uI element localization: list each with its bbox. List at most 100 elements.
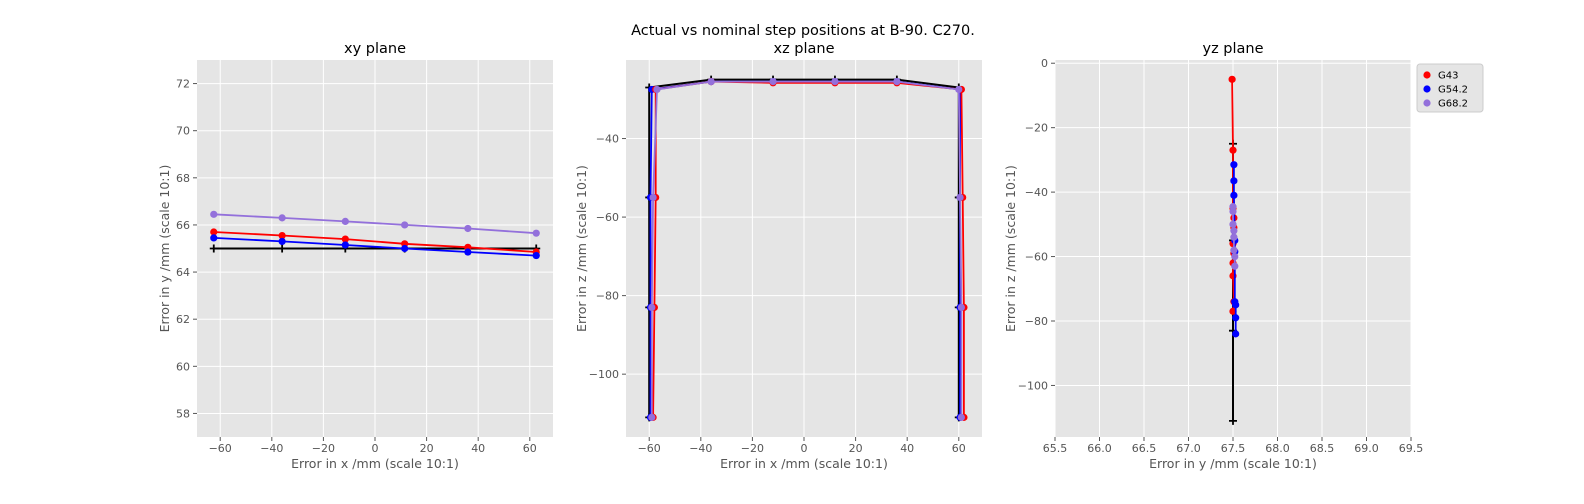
series-g54-2 (210, 234, 540, 260)
x-axis-label: Error in y /mm (scale 10:1) (1149, 456, 1317, 471)
legend-box (1416, 63, 1484, 113)
data-layer (645, 75, 968, 422)
series-g68-2-point (649, 193, 657, 202)
x-tick-label: 66.0 (1087, 442, 1112, 455)
series-g54-2-line (213, 237, 537, 257)
panel-title: xy plane (344, 41, 406, 57)
x-tick-label: −60 (638, 442, 661, 455)
series-g43-point (210, 228, 218, 236)
series-g68-2-point (1231, 262, 1239, 270)
series-g43-point (1228, 75, 1236, 83)
series-nominal-line (648, 78, 960, 418)
y-tick-label: 66 (176, 219, 190, 232)
x-tick-label: −60 (209, 442, 232, 455)
data-layer (1228, 75, 1240, 425)
y-tick-label: −40 (1025, 186, 1048, 199)
series-g68-2-point (1230, 233, 1238, 241)
series-g68-2 (648, 77, 965, 421)
x-tick-label: 69.5 (1399, 442, 1424, 455)
x-axis-label: Error in x /mm (scale 10:1) (291, 456, 459, 471)
series-g68-2-line (213, 213, 537, 235)
y-tick-label: 68 (176, 172, 190, 185)
series-g68-2-point (648, 413, 656, 421)
legend: G43 G54.2 G68.2 (1416, 63, 1484, 113)
x-tick-label: 66.5 (1132, 442, 1157, 455)
series-g68-2-point (464, 224, 472, 233)
series-g54-2-point (464, 248, 472, 256)
y-tick-label: 0 (1041, 57, 1048, 70)
y-tick-label: −60 (596, 211, 619, 224)
series-g43-line (213, 231, 537, 253)
yz-plane-plot: 65.5 66.0 66.5 67.0 67.5 68.0 68.5 69.0 69.5 0 −20… (1003, 41, 1423, 471)
series-g54-2-point (1232, 301, 1240, 309)
series-g54-2-point (401, 244, 409, 253)
series-g68-2-point (401, 221, 409, 229)
series-g54-2-point (1232, 330, 1240, 338)
series-g68-2-point (955, 85, 963, 94)
series-g68-2-point (1231, 252, 1239, 261)
y-tick-label: 60 (176, 360, 190, 373)
series-g43-line (652, 80, 965, 418)
series-g68-2-line (650, 80, 963, 418)
legend-label: G43 (1438, 71, 1458, 82)
series-g68-2-point (341, 217, 349, 226)
series-g68-2 (210, 210, 540, 237)
y-tick-label: −80 (596, 290, 619, 303)
x-tick-label: 0 (372, 442, 379, 455)
y-tick-label: 70 (176, 125, 190, 138)
x-tick-label: −40 (689, 442, 712, 455)
x-tick-label: 20 (420, 442, 434, 455)
series-g68-2-point (1229, 207, 1237, 216)
y-tick-label: 64 (176, 266, 190, 279)
series-g54-2-point (278, 237, 286, 246)
series-g43-point (341, 235, 349, 243)
figure-title: Actual vs nominal step positions at B-90… (631, 23, 975, 39)
series-g54-2-point (341, 241, 349, 249)
x-tick-label: 68.5 (1310, 442, 1335, 455)
series-g54-2-point (210, 234, 218, 242)
x-tick-label: 67.0 (1176, 442, 1201, 455)
y-tick-label: −80 (1025, 315, 1048, 328)
series-g68-2-point (957, 413, 965, 421)
y-tick-label: −60 (1025, 251, 1048, 264)
nominal-point (278, 244, 287, 253)
series-g68-2 (1229, 203, 1239, 270)
series-g68-2-point (957, 303, 965, 312)
x-tick-label: 20 (849, 442, 863, 455)
series-g54-2-point (1230, 191, 1238, 199)
nominal-point (209, 244, 218, 253)
series-g68-2-point (893, 77, 901, 86)
y-tick-label: 58 (176, 407, 190, 420)
x-tick-label: 40 (471, 442, 485, 455)
legend-label: G54.2 (1438, 85, 1468, 96)
legend-label: G68.2 (1438, 99, 1468, 110)
y-tick-label: −100 (589, 368, 619, 381)
legend-marker (1423, 71, 1431, 79)
nominal-point (1229, 416, 1237, 425)
series-g68-2-point (707, 77, 715, 86)
series-g54-2-point (1230, 161, 1238, 169)
x-tick-label: −40 (260, 442, 283, 455)
series-g68-2-point (831, 77, 839, 86)
series-g68-2-point (956, 193, 964, 202)
x-tick-label: 60 (952, 442, 966, 455)
series-g43-point (1229, 146, 1237, 154)
series-g68-2-point (653, 85, 661, 94)
series-g54-2-point (1232, 314, 1240, 322)
panel-title: xz plane (773, 41, 834, 57)
series-g54-2-point (1230, 177, 1238, 185)
series-g68-2-point (648, 303, 656, 312)
y-tick-label: −20 (1025, 122, 1048, 135)
series-g68-2-point (532, 229, 540, 237)
x-tick-label: 40 (900, 442, 914, 455)
y-axis-label: Error in z /mm (scale 10:1) (574, 165, 589, 332)
legend-marker (1423, 99, 1431, 107)
y-tick-label: −40 (596, 133, 619, 146)
series-g68-2-point (769, 77, 777, 86)
series-g68-2-point (1229, 220, 1237, 228)
x-tick-label: 0 (801, 442, 808, 455)
panel-title: yz plane (1202, 41, 1263, 57)
x-axis-label: Error in x /mm (scale 10:1) (720, 456, 888, 471)
series-g68-2-point (278, 214, 286, 222)
